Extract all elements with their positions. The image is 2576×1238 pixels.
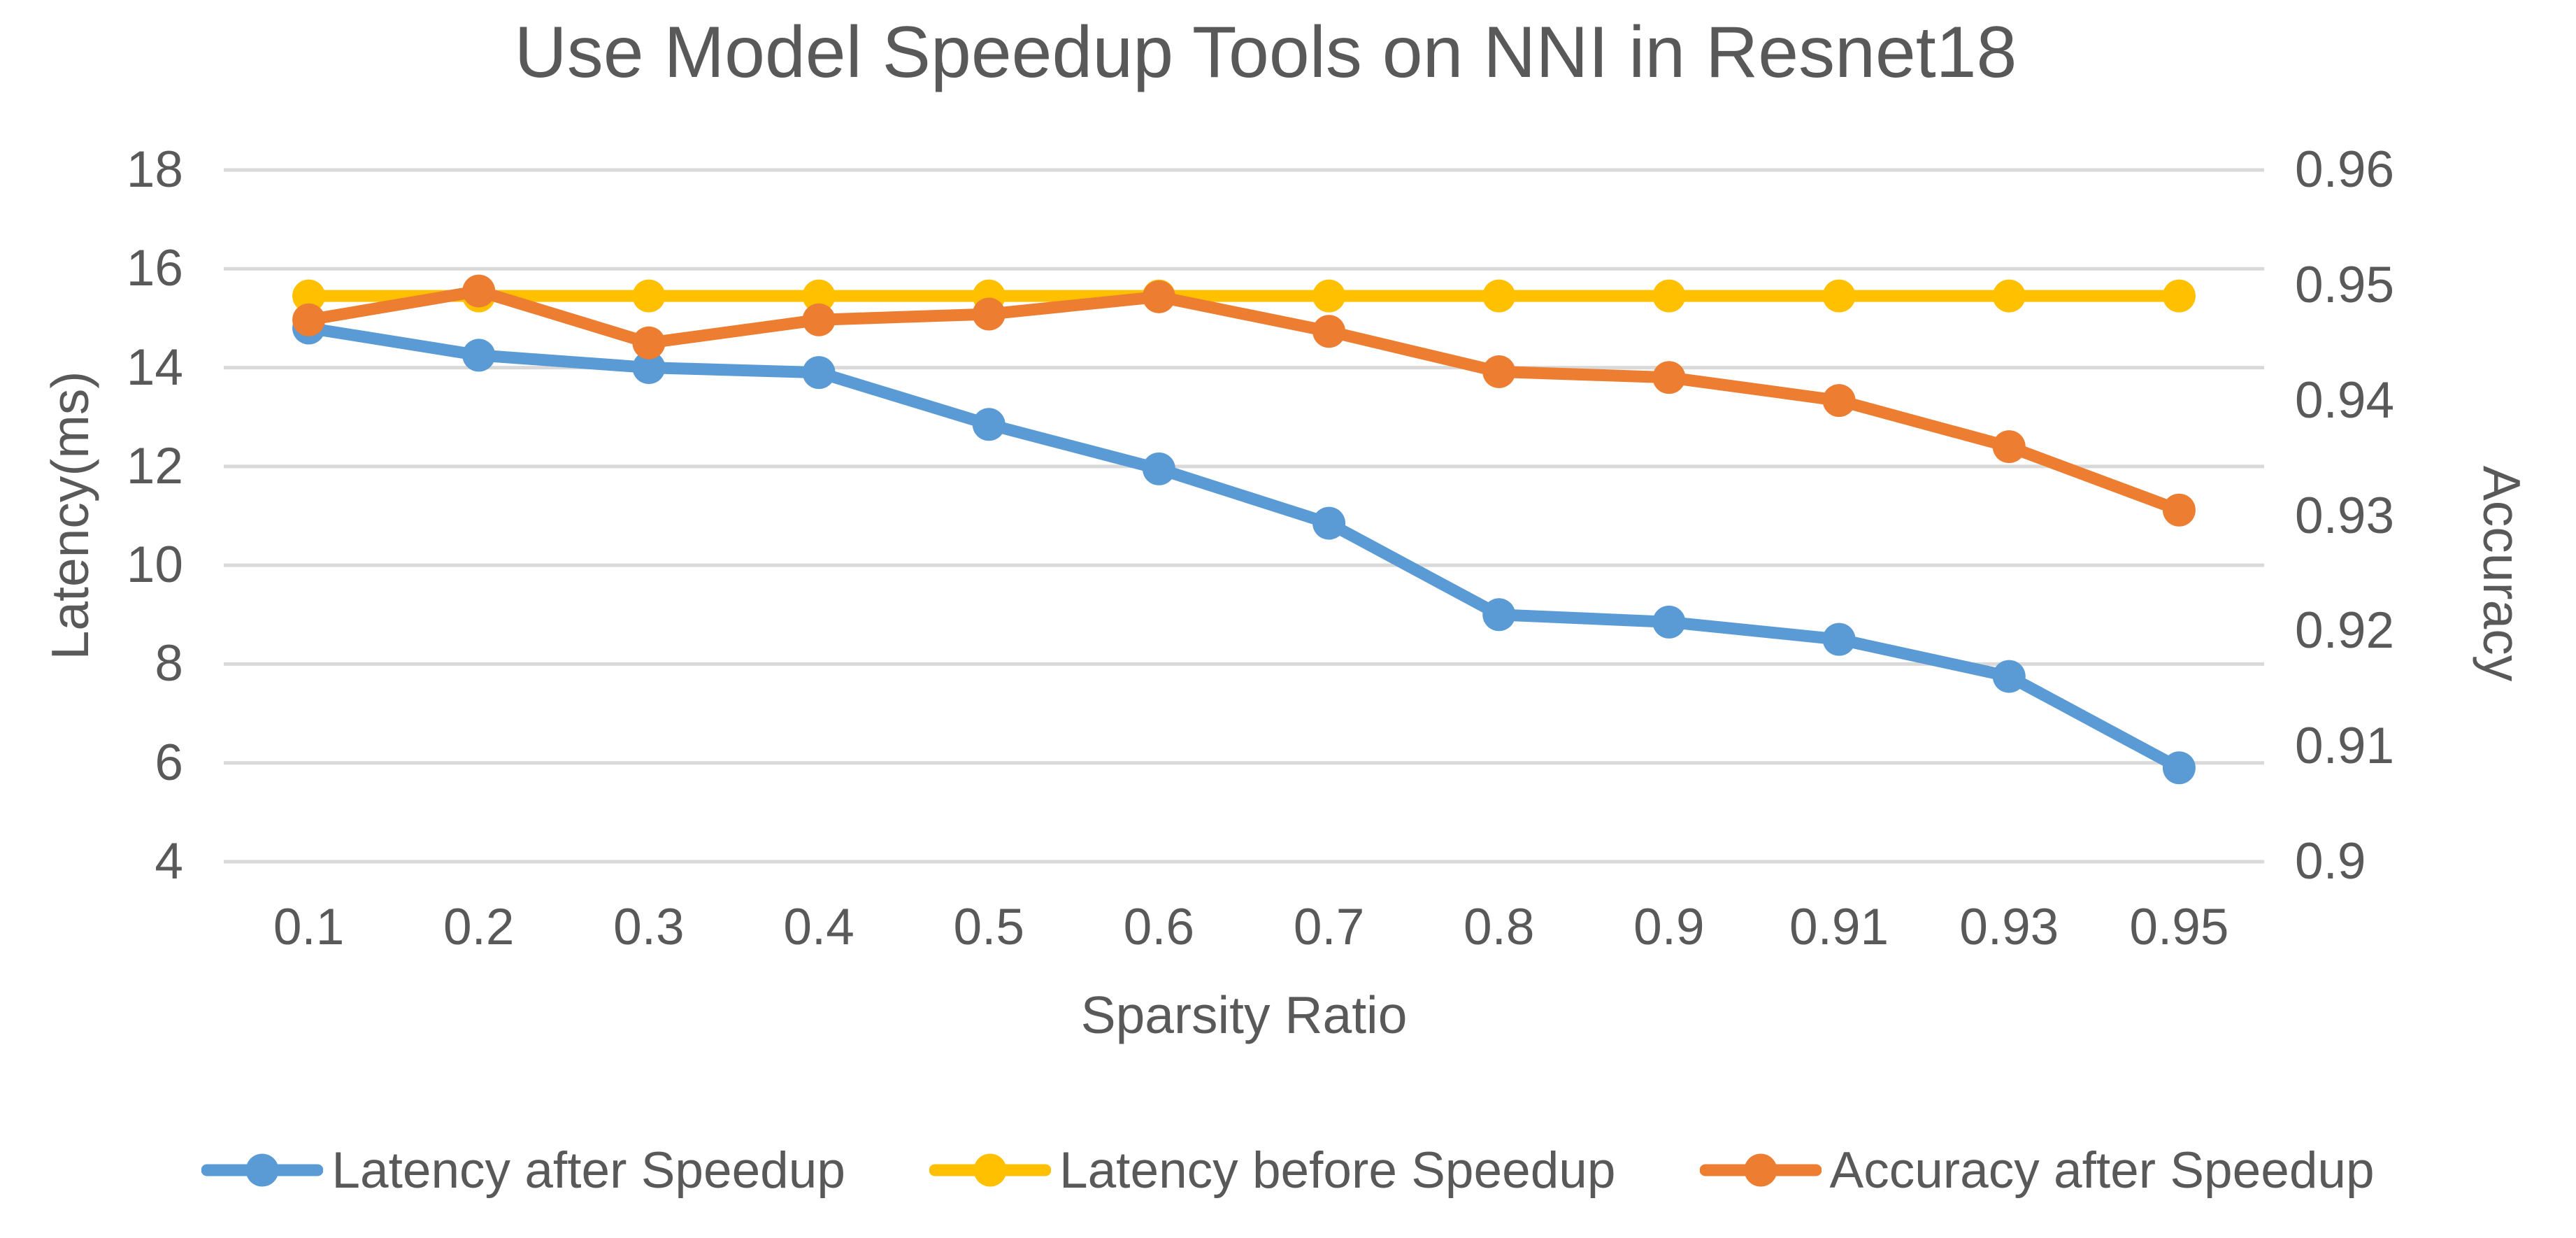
left-axis-tick-label: 4	[155, 833, 183, 890]
data-point-marker-orange	[632, 326, 666, 360]
data-point-marker-orange	[972, 297, 1006, 331]
data-point-marker-orange	[292, 303, 326, 336]
right-axis-tick-label: 0.93	[2295, 487, 2395, 544]
legend-item: Latency after Speedup	[201, 1141, 845, 1200]
x-axis-tick-label: 0.4	[783, 899, 854, 955]
data-point-marker-yellow	[292, 279, 326, 313]
data-point-marker-orange	[1482, 355, 1516, 388]
data-point-marker-yellow	[632, 279, 666, 313]
left-axis-tick-label: 18	[126, 141, 183, 198]
right-axis-tick-label: 0.94	[2295, 371, 2395, 429]
data-point-marker-yellow	[802, 279, 836, 313]
right-axis-tick-label: 0.96	[2295, 141, 2395, 198]
right-axis-tick-label: 0.91	[2295, 718, 2395, 775]
data-point-marker-blue	[802, 356, 836, 390]
series-line-blue	[303, 322, 2185, 774]
legend-item-label: Latency after Speedup	[331, 1141, 845, 1199]
series-line-orange	[303, 285, 2185, 516]
left-axis-tick-label: 12	[126, 437, 183, 495]
x-axis-tick-label: 0.2	[443, 899, 515, 955]
data-point-marker-yellow	[1312, 279, 1346, 313]
data-point-marker-orange	[1652, 361, 1686, 394]
x-axis-tick-label: 0.7	[1293, 899, 1365, 955]
right-axis-tick-label: 0.95	[2295, 256, 2395, 313]
x-axis-tick-label: 0.6	[1123, 899, 1195, 955]
data-point-marker-blue	[1652, 605, 1686, 639]
data-point-marker-blue	[1992, 660, 2026, 693]
data-point-marker-orange	[802, 303, 836, 336]
right-axis-tick-label: 0.92	[2295, 602, 2395, 660]
legend: Latency after Speedup Latency before Spee…	[0, 1125, 2576, 1216]
x-axis-tick-label: 0.95	[2129, 899, 2229, 955]
legend-marker-icon	[929, 1153, 1051, 1187]
legend-item: Latency before Speedup	[929, 1141, 1616, 1200]
left-axis-tick-label: 10	[126, 536, 183, 594]
right-axis-title: Accuracy	[2473, 465, 2531, 682]
legend-item-label: Accuracy after Speedup	[1829, 1141, 2375, 1199]
data-point-marker-yellow	[2162, 279, 2196, 313]
legend-item: Accuracy after Speedup	[1699, 1141, 2375, 1200]
chart-title: Use Model Speedup Tools on NNI in Resnet…	[514, 12, 2017, 93]
data-point-marker-blue	[632, 351, 666, 385]
legend-item-label: Latency before Speedup	[1059, 1141, 1616, 1199]
x-axis-tick-label: 0.91	[1789, 899, 1889, 955]
legend-marker-icon	[201, 1153, 324, 1187]
data-point-marker-blue	[972, 408, 1006, 441]
x-axis-tick-label: 0.3	[613, 899, 685, 955]
left-axis-title: Latency(ms)	[41, 371, 99, 660]
data-point-marker-orange	[1312, 315, 1346, 348]
data-point-marker-blue	[2162, 751, 2196, 785]
x-axis-tick-label: 0.5	[953, 899, 1024, 955]
data-point-marker-orange	[1992, 430, 2026, 464]
x-axis-tick-label: 0.9	[1633, 899, 1705, 955]
left-axis-tick-label: 8	[155, 635, 183, 692]
legend-marker-icon	[1699, 1153, 1822, 1187]
data-point-marker-yellow	[1652, 279, 1686, 313]
x-axis-tick-label: 0.93	[1959, 899, 2059, 955]
data-point-marker-orange	[462, 274, 496, 308]
x-axis-title: Sparsity Ratio	[1080, 986, 1408, 1044]
left-axis-tick-label: 16	[126, 240, 183, 297]
data-point-marker-orange	[1142, 280, 1175, 313]
data-point-marker-blue	[1822, 622, 1856, 656]
data-point-marker-blue	[462, 339, 496, 372]
data-point-marker-orange	[2162, 493, 2196, 527]
data-point-marker-yellow	[1822, 279, 1856, 313]
x-axis-tick-label: 0.8	[1464, 899, 1535, 955]
data-point-marker-blue	[1142, 452, 1175, 485]
x-axis-tick-label: 0.1	[273, 899, 345, 955]
left-axis-tick-label: 14	[126, 339, 183, 396]
data-point-marker-orange	[1822, 384, 1856, 418]
data-point-marker-blue	[1482, 598, 1516, 632]
right-axis-tick-label: 0.9	[2295, 833, 2366, 890]
data-point-marker-blue	[1312, 506, 1346, 540]
data-point-marker-yellow	[1482, 279, 1516, 313]
left-axis-tick-label: 6	[155, 734, 183, 791]
data-point-marker-yellow	[1992, 279, 2026, 313]
